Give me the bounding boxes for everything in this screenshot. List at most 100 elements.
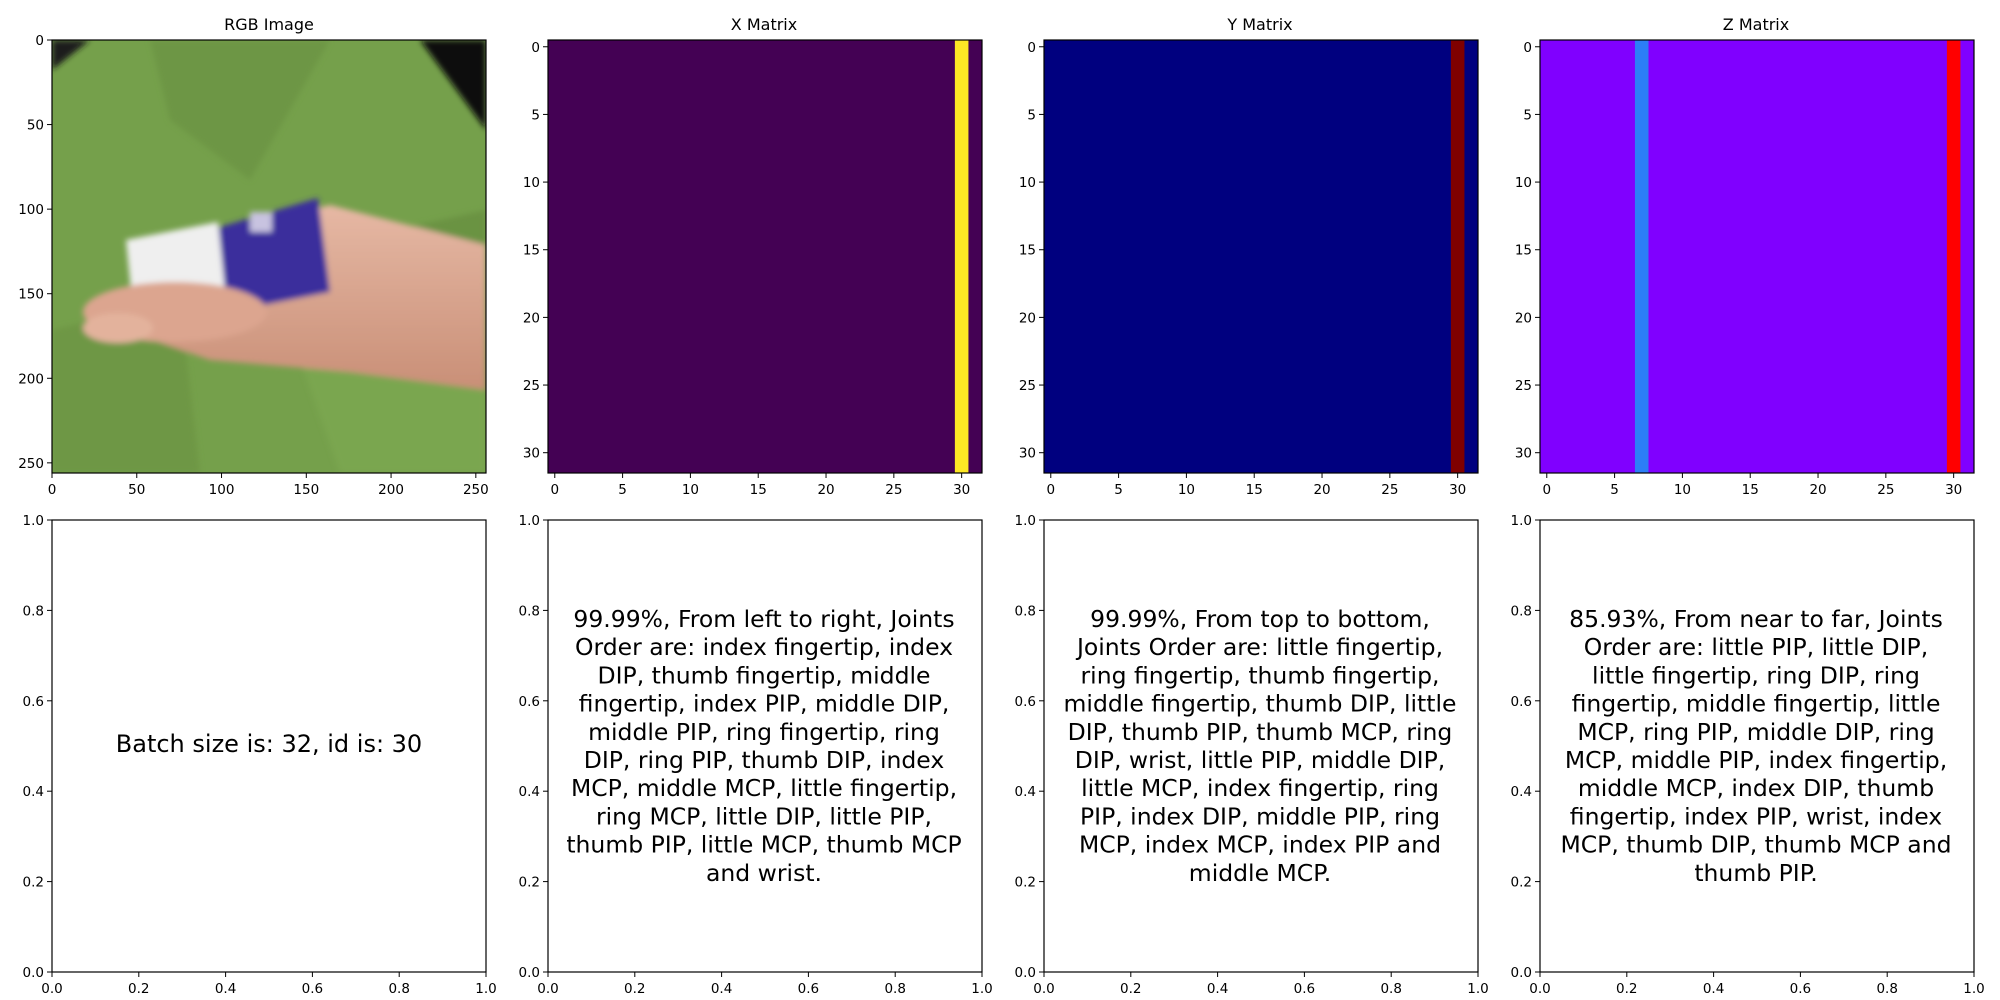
x-tick-label: 0	[1542, 482, 1551, 498]
x-tick-label: 20	[1313, 482, 1330, 498]
x-tick-label: 0.2	[1120, 981, 1141, 997]
y-tick-label: 200	[18, 371, 44, 387]
joint-order-line: middle MCP.	[1189, 859, 1331, 887]
joint-order-line: ring MCP, little DIP, little PIP,	[596, 802, 932, 830]
y-tick-label: 0.2	[1511, 875, 1532, 891]
joint-order-line: Joints Order are: little fingertip,	[1075, 633, 1443, 661]
heatmap-column-30	[1451, 40, 1465, 473]
y-tick-label: 1.0	[1511, 513, 1532, 529]
y-tick-label: 0	[531, 40, 540, 56]
y-tick-label: 0.6	[23, 694, 44, 710]
joint-order-line: MCP, ring PIP, middle DIP, ring	[1577, 718, 1934, 746]
joint-order-line: and wrist.	[706, 859, 822, 887]
x-tick-label: 0.0	[1529, 981, 1550, 997]
x-tick-label: 0	[48, 482, 57, 498]
y-tick-label: 0.8	[519, 603, 540, 619]
y-tick-label: 0	[35, 33, 44, 49]
x-tick-label: 0.6	[302, 981, 323, 997]
y-tick-label: 0.0	[23, 965, 44, 981]
x-tick-label: 15	[1246, 482, 1263, 498]
y-tick-label: 10	[1019, 175, 1036, 191]
y-tick-label: 20	[523, 310, 540, 326]
x-tick-label: 5	[618, 482, 627, 498]
x-tick-label: 20	[1809, 482, 1826, 498]
y-tick-label: 5	[531, 107, 540, 123]
x-matrix-heatmap	[548, 40, 982, 473]
joint-order-line: MCP, thumb DIP, thumb MCP and	[1560, 831, 1951, 859]
x-tick-label: 0.2	[624, 981, 645, 997]
x-tick-label: 0.2	[128, 981, 149, 997]
x-tick-label: 30	[953, 482, 970, 498]
joint-order-line: DIP, wrist, little PIP, middle DIP,	[1075, 746, 1445, 774]
y-tick-label: 5	[1523, 107, 1532, 123]
y-tick-label: 0.0	[1511, 965, 1532, 981]
y-tick-label: 0	[1027, 40, 1036, 56]
y-tick-label: 0.0	[519, 965, 540, 981]
y-tick-label: 1.0	[1015, 513, 1036, 529]
joint-order-line: ring fingertip, thumb fingertip,	[1081, 661, 1440, 689]
joint-order-line: MCP, middle MCP, little fingertip,	[571, 774, 957, 802]
x-tick-label: 1.0	[475, 981, 496, 997]
y-tick-label: 10	[1515, 175, 1532, 191]
y-tick-label: 20	[1515, 310, 1532, 326]
y-tick-label: 0.2	[519, 875, 540, 891]
x-tick-label: 0	[1046, 482, 1055, 498]
y-tick-label: 1.0	[23, 513, 44, 529]
y-matrix-heatmap	[1044, 40, 1478, 473]
x-tick-label: 1.0	[971, 981, 992, 997]
y-tick-label: 0.4	[1511, 784, 1532, 800]
y-tick-label: 0.4	[23, 784, 44, 800]
x-tick-label: 0.0	[537, 981, 558, 997]
x-tick-label: 250	[463, 482, 489, 498]
y-tick-label: 150	[18, 287, 44, 303]
y-tick-label: 50	[27, 118, 44, 134]
y-tick-label: 10	[523, 175, 540, 191]
heatmap-column-30	[955, 40, 969, 473]
heatmap-column-7	[1635, 40, 1649, 473]
x-tick-label: 0.6	[798, 981, 819, 997]
x-tick-label: 0.8	[1876, 981, 1897, 997]
z-matrix-heatmap	[1540, 40, 1974, 473]
z-matrix-title: Z Matrix	[1723, 15, 1789, 34]
y-tick-label: 0.8	[1015, 603, 1036, 619]
y-tick-label: 0.2	[1015, 875, 1036, 891]
x-tick-label: 0.4	[1207, 981, 1228, 997]
z-joint-order-text: 85.93%, From near to far, JointsOrder ar…	[1560, 605, 1951, 887]
x-joint-order-text: 99.99%, From left to right, JointsOrder …	[566, 605, 961, 887]
x-tick-label: 1.0	[1467, 981, 1488, 997]
heatmap-background	[548, 40, 982, 473]
x-tick-label: 30	[1449, 482, 1466, 498]
x-matrix-title: X Matrix	[731, 15, 797, 34]
rgb-image-title: RGB Image	[224, 15, 314, 34]
heatmap-column-30	[1947, 40, 1961, 473]
x-tick-label: 0.0	[41, 981, 62, 997]
joint-order-line: PIP, index DIP, middle PIP, ring	[1080, 802, 1440, 830]
x-tick-label: 150	[293, 482, 319, 498]
joint-order-line: DIP, thumb fingertip, middle	[598, 661, 931, 689]
y-tick-label: 30	[1019, 446, 1036, 462]
y-tick-label: 0.6	[1015, 694, 1036, 710]
y-tick-label: 15	[1515, 243, 1532, 259]
joint-order-line: little MCP, index fingertip, ring	[1081, 774, 1439, 802]
y-tick-label: 0.8	[1511, 603, 1532, 619]
joint-order-line: MCP, index MCP, index PIP and	[1079, 831, 1441, 859]
joint-order-line: little fingertip, ring DIP, ring	[1592, 661, 1920, 689]
x-tick-label: 10	[682, 482, 699, 498]
x-tick-label: 5	[1114, 482, 1123, 498]
y-tick-label: 0.2	[23, 875, 44, 891]
joint-order-line: 99.99%, From left to right, Joints	[573, 605, 954, 633]
y-tick-label: 20	[1019, 310, 1036, 326]
y-tick-label: 0.8	[23, 603, 44, 619]
x-tick-label: 0.6	[1294, 981, 1315, 997]
x-tick-label: 10	[1178, 482, 1195, 498]
batch-size-text: Batch size is: 32, id is: 30	[116, 730, 422, 758]
joint-order-line: MCP, middle PIP, index fingertip,	[1565, 746, 1947, 774]
x-tick-label: 0.0	[1033, 981, 1054, 997]
x-tick-label: 15	[1742, 482, 1759, 498]
x-tick-label: 0.4	[1703, 981, 1724, 997]
x-tick-label: 200	[378, 482, 404, 498]
y-tick-label: 30	[1515, 446, 1532, 462]
joint-order-line: 85.93%, From near to far, Joints	[1569, 605, 1943, 633]
y-tick-label: 30	[523, 446, 540, 462]
y-tick-label: 1.0	[519, 513, 540, 529]
